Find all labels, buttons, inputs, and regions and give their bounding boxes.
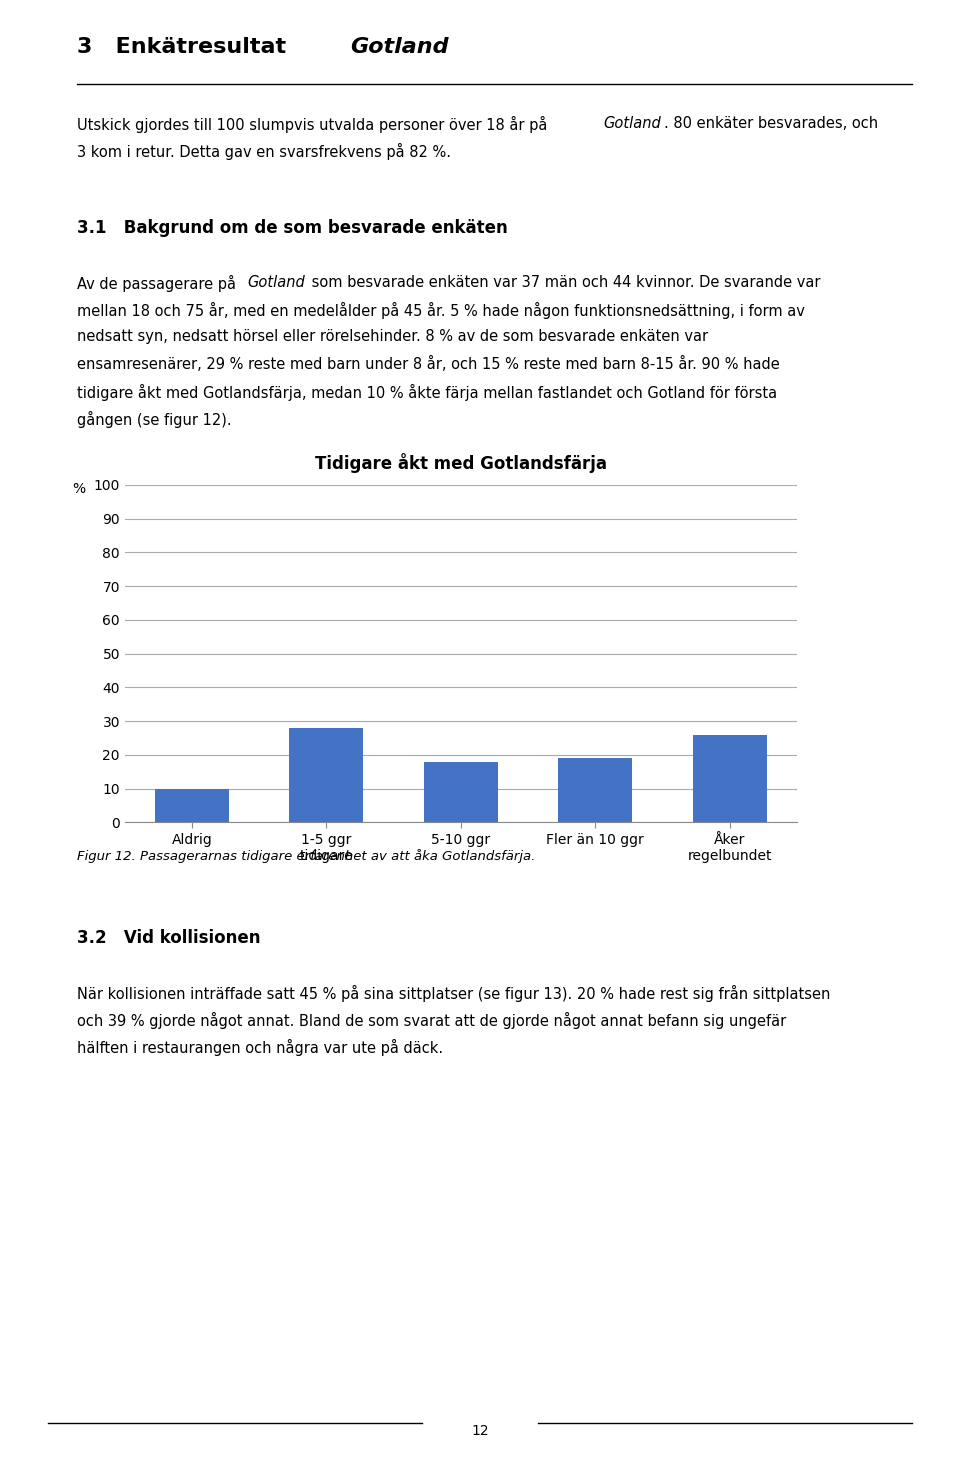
Text: hälften i restaurangen och några var ute på däck.: hälften i restaurangen och några var ute… <box>77 1040 443 1056</box>
Text: 12: 12 <box>471 1423 489 1438</box>
Text: 3   Enkätresultat: 3 Enkätresultat <box>77 37 294 57</box>
Text: Utskick gjordes till 100 slumpvis utvalda personer över 18 år på: Utskick gjordes till 100 slumpvis utvald… <box>77 116 552 133</box>
Text: mellan 18 och 75 år, med en medelålder på 45 år. 5 % hade någon funktionsnedsätt: mellan 18 och 75 år, med en medelålder p… <box>77 302 804 320</box>
Text: 3.1   Bakgrund om de som besvarade enkäten: 3.1 Bakgrund om de som besvarade enkäten <box>77 220 508 238</box>
Bar <box>693 735 767 822</box>
Text: När kollisionen inträffade satt 45 % på sina sittplatser (se figur 13). 20 % had: När kollisionen inträffade satt 45 % på … <box>77 986 830 1002</box>
Text: nedsatt syn, nedsatt hörsel eller rörelsehinder. 8 % av de som besvarade enkäten: nedsatt syn, nedsatt hörsel eller rörels… <box>77 330 708 345</box>
Text: 3 kom i retur. Detta gav en svarsfrekvens på 82 %.: 3 kom i retur. Detta gav en svarsfrekven… <box>77 144 451 160</box>
Text: . 80 enkäter besvarades, och: . 80 enkäter besvarades, och <box>664 116 878 131</box>
Text: gången (se figur 12).: gången (se figur 12). <box>77 411 231 428</box>
Text: tidigare åkt med Gotlandsfärja, medan 10 % åkte färja mellan fastlandet och Gotl: tidigare åkt med Gotlandsfärja, medan 10… <box>77 383 777 400</box>
Text: Tidigare åkt med Gotlandsfärja: Tidigare åkt med Gotlandsfärja <box>315 453 607 474</box>
Text: Gotland: Gotland <box>350 37 449 57</box>
Text: Gotland: Gotland <box>248 276 305 290</box>
Text: Gotland: Gotland <box>603 116 660 131</box>
Bar <box>559 758 633 822</box>
Text: 3.2   Vid kollisionen: 3.2 Vid kollisionen <box>77 930 260 948</box>
Bar <box>424 761 498 822</box>
Bar <box>155 789 229 822</box>
Text: som besvarade enkäten var 37 män och 44 kvinnor. De svarande var: som besvarade enkäten var 37 män och 44 … <box>307 276 821 290</box>
Text: Av de passagerare på: Av de passagerare på <box>77 276 240 292</box>
Text: Figur 12. Passagerarnas tidigare erfarenhet av att åka Gotlandsfärja.: Figur 12. Passagerarnas tidigare erfaren… <box>77 849 535 863</box>
Text: ensamresenärer, 29 % reste med barn under 8 år, och 15 % reste med barn 8-15 år.: ensamresenärer, 29 % reste med barn unde… <box>77 356 780 373</box>
Bar <box>290 728 363 822</box>
Text: och 39 % gjorde något annat. Bland de som svarat att de gjorde något annat befan: och 39 % gjorde något annat. Bland de so… <box>77 1012 786 1030</box>
Text: %: % <box>72 483 85 496</box>
